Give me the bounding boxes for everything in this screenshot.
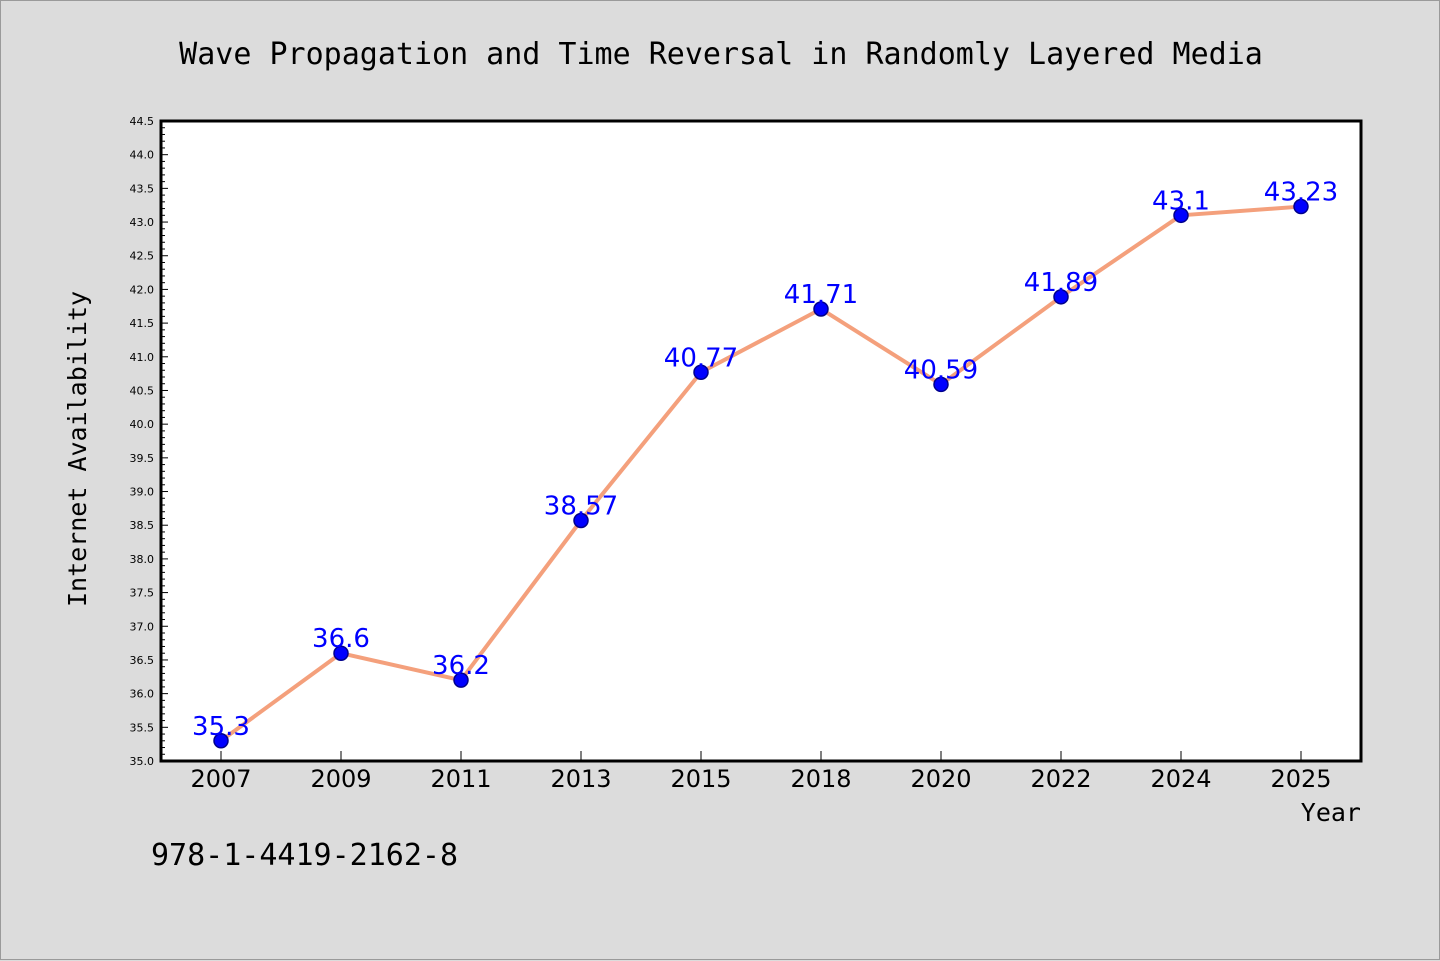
series-line: [219, 204, 1302, 743]
x-tick-label: 2011: [430, 765, 491, 793]
data-point: [333, 645, 349, 661]
y-tick-label: 35.0: [130, 755, 155, 768]
y-tick-label: 42.5: [130, 250, 155, 263]
data-point: [1293, 198, 1309, 215]
data-point: [693, 364, 709, 381]
y-tick-label: 43.0: [130, 216, 155, 229]
data-point: [813, 301, 829, 317]
y-tick-label: 44.0: [130, 149, 155, 162]
y-axis: 35.0 35.5 36.0 36.5 37.0 37.5 38.0 38.5 39.0 39.5…: [130, 115, 168, 768]
y-tick-label: 40.0: [130, 418, 155, 431]
y-tick-label: 39.5: [130, 452, 155, 465]
y-tick-label: 41.0: [130, 351, 155, 364]
data-point: [213, 733, 229, 749]
series-layer: [213, 198, 1309, 749]
data-label: 36.2: [432, 651, 490, 681]
y-tick-label: 41.5: [130, 317, 155, 330]
y-tick-label: 38.5: [130, 519, 155, 532]
x-axis-title: Year: [1301, 798, 1361, 827]
y-tick-label: 44.5: [130, 115, 155, 128]
x-tick-label: 2018: [790, 765, 851, 793]
data-label: 43.1: [1152, 186, 1210, 216]
data-point: [453, 672, 469, 688]
data-point: [933, 376, 949, 393]
x-tick-label: 2013: [550, 765, 611, 793]
y-tick-label: 37.5: [130, 587, 155, 600]
isbn-code: 978-1-4419-2162-8: [151, 838, 458, 873]
y-tick-label: 38.0: [130, 553, 155, 566]
y-tick-label: 36.0: [130, 688, 155, 701]
data-point: [1053, 289, 1069, 305]
x-tick-label: 2020: [910, 765, 971, 793]
x-tick-label: 2022: [1030, 765, 1091, 793]
data-label: 43.23: [1264, 178, 1338, 208]
data-label: 41.71: [784, 280, 858, 310]
y-tick-label: 35.5: [130, 721, 155, 734]
y-tick-label: 43.5: [130, 182, 155, 195]
data-label: 41.89: [1024, 268, 1098, 298]
x-axis: 2007 2009 2011 2013 2015 2018 2020 2022 2024 2025: [190, 751, 1332, 793]
x-tick-label: 2009: [310, 765, 371, 793]
y-axis-title: Internet Availability: [63, 291, 92, 607]
y-tick-label: 42.0: [130, 283, 155, 296]
data-point: [573, 512, 589, 529]
x-tick-label: 2015: [670, 765, 731, 793]
chart-title: Wave Propagation and Time Reversal in Ra…: [179, 37, 1263, 72]
data-label: 36.6: [312, 624, 370, 654]
data-label: 38.57: [544, 491, 618, 521]
data-labels: 35.3 36.6 36.2 38.57 40.77 41.71 40.59 41.89 43.…: [192, 178, 1338, 742]
x-tick-label: 2025: [1270, 765, 1331, 793]
x-tick-label: 2007: [190, 765, 251, 793]
y-tick-label: 39.0: [130, 486, 155, 499]
data-point: [1173, 207, 1189, 224]
data-label: 40.59: [904, 355, 978, 385]
y-tick-label: 36.5: [130, 654, 155, 667]
y-tick-label: 37.0: [130, 620, 155, 633]
y-tick-label: 40.5: [130, 384, 155, 397]
data-label: 35.3: [192, 712, 250, 742]
data-label: 40.77: [664, 343, 738, 373]
x-tick-label: 2024: [1150, 765, 1211, 793]
